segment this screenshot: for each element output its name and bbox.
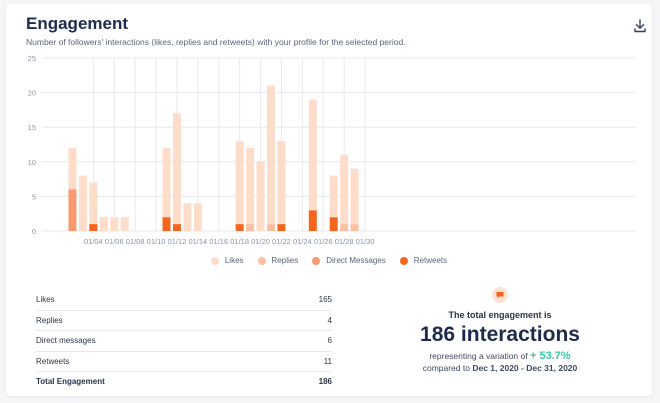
legend-item-likes[interactable]: Likes <box>210 256 244 265</box>
bar-likes <box>340 154 349 225</box>
x-tick-label: 01/26 <box>314 237 333 246</box>
legend-item-retweets[interactable]: Retweets <box>399 256 448 265</box>
stats-row-retweets: Retweets 11 <box>36 352 332 372</box>
legend-item-replies[interactable]: Replies <box>257 256 299 265</box>
summary-total-interactions: 186 interactions <box>420 323 580 346</box>
y-tick-label: 15 <box>28 123 36 132</box>
legend-label-retweets: Retweets <box>413 256 448 265</box>
summary-variation-line: representing a variation of + 53.7% <box>350 350 650 362</box>
stats-label: Likes <box>36 295 55 305</box>
legend-label-replies: Replies <box>271 256 299 265</box>
x-tick-label: 01/22 <box>272 237 291 246</box>
stats-value: 6 <box>327 336 332 346</box>
x-tick-label: 01/16 <box>209 237 228 246</box>
legend-label-direct-messages: Direct Messages <box>326 256 386 265</box>
download-button[interactable] <box>632 18 648 34</box>
bar-likes <box>68 147 77 190</box>
bar-replies <box>246 224 255 231</box>
stats-row-direct-messages: Direct messages 6 <box>36 331 332 352</box>
bar-likes <box>120 217 129 231</box>
bar-retweets <box>172 224 181 231</box>
stats-total-value: 186 <box>318 377 332 387</box>
bar-likes <box>162 147 171 218</box>
engagement-chart: 0 5 10 15 20 25 01/04 01/06 01/08 01/10 01/12 01/14… <box>28 54 636 246</box>
stats-value: 4 <box>327 315 332 325</box>
bar-likes <box>99 217 108 231</box>
bar-retweets <box>89 224 98 231</box>
bar-likes <box>308 99 317 211</box>
x-tick-label: 01/12 <box>168 237 187 246</box>
chat-bubble-icon <box>496 292 504 298</box>
engagement-stats-table: Likes 165 Replies 4 Direct messages 6 Re… <box>36 290 332 392</box>
bar-likes <box>89 182 98 225</box>
stats-value: 11 <box>323 356 332 366</box>
bar-likes <box>183 203 192 231</box>
summary-label: The total engagement is <box>448 310 552 320</box>
stats-total-label: Total Engagement <box>36 377 105 387</box>
y-tick-label: 0 <box>32 227 36 236</box>
chart-legend: Likes Replies Direct Messages Retweets <box>6 256 652 265</box>
x-tick-label: 01/24 <box>293 237 312 246</box>
bar-retweets <box>277 224 286 231</box>
page-subtitle: Number of followers' interactions (likes… <box>26 37 406 47</box>
y-tick-label: 20 <box>28 89 36 98</box>
bar-likes <box>277 141 286 225</box>
engagement-card: Engagement Number of followers' interact… <box>6 4 652 396</box>
legend-label-likes: Likes <box>224 256 244 265</box>
stats-label: Direct messages <box>36 336 96 346</box>
legend-dot-likes <box>210 256 219 265</box>
x-tick-label: 01/08 <box>126 237 145 246</box>
bar-direct-messages <box>68 189 77 231</box>
bar-retweets <box>308 210 317 231</box>
compare-range: Dec 1, 2020 - Dec 31, 2020 <box>472 363 578 373</box>
x-tick-label: 01/30 <box>356 237 375 246</box>
bar-likes <box>329 175 338 218</box>
page-title: Engagement <box>26 14 129 33</box>
x-tick-label: 01/14 <box>188 237 207 246</box>
x-tick-label: 01/28 <box>335 237 354 246</box>
compare-prefix: compared to <box>422 363 470 373</box>
y-tick-label: 10 <box>28 158 36 167</box>
legend-dot-direct-messages <box>312 256 321 265</box>
stats-row-total: Total Engagement 186 <box>36 372 332 392</box>
bar-likes <box>256 161 265 231</box>
summary-compare-line: compared to Dec 1, 2020 - Dec 31, 2020 <box>350 363 650 373</box>
bar-likes <box>350 168 359 225</box>
x-tick-label: 01/04 <box>84 237 103 246</box>
bar-likes <box>193 203 202 231</box>
bar-likes <box>110 217 119 231</box>
y-tick-label: 25 <box>28 54 36 63</box>
bar-likes <box>78 175 87 231</box>
y-tick-label: 5 <box>32 192 36 201</box>
legend-dot-replies <box>257 256 266 265</box>
legend-dot-retweets <box>399 256 408 265</box>
bar-retweets <box>162 217 171 231</box>
x-tick-label: 01/18 <box>230 237 249 246</box>
x-tick-label: 01/10 <box>147 237 166 246</box>
download-icon <box>634 19 646 33</box>
bar-replies <box>340 224 349 231</box>
legend-item-direct-messages[interactable]: Direct Messages <box>312 256 386 265</box>
stats-row-likes: Likes 165 <box>36 290 332 311</box>
variation-value: + 53.7% <box>529 350 571 362</box>
bar-likes <box>246 147 255 225</box>
stats-label: Retweets <box>36 356 70 366</box>
bar-likes <box>235 141 244 225</box>
summary-icon-badge <box>492 287 508 303</box>
bar-replies <box>350 224 359 231</box>
engagement-summary: The total engagement is 186 interactions… <box>350 287 650 373</box>
stats-label: Replies <box>36 315 63 325</box>
bar-likes <box>172 113 181 225</box>
stats-row-replies: Replies 4 <box>36 311 332 331</box>
bar-retweets <box>235 224 244 231</box>
x-tick-label: 01/06 <box>105 237 124 246</box>
variation-prefix: representing a variation of <box>429 351 528 361</box>
x-tick-label: 01/20 <box>251 237 270 246</box>
bar-likes <box>267 85 275 225</box>
bar-retweets <box>329 217 338 231</box>
stats-value: 165 <box>318 295 332 305</box>
bar-replies <box>267 224 275 231</box>
